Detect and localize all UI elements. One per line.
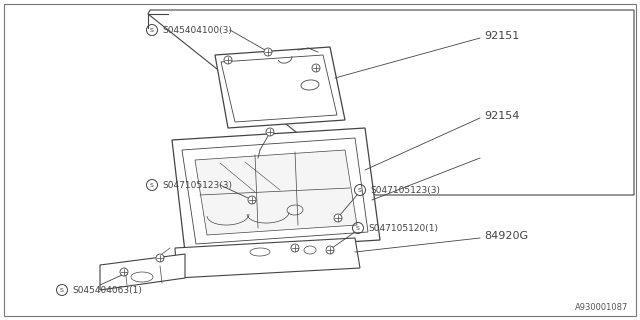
Text: S045404063(1): S045404063(1) [72,285,142,294]
Text: S047105123(3): S047105123(3) [370,186,440,195]
Text: S047105120(1): S047105120(1) [368,223,438,233]
Text: S: S [150,182,154,188]
Polygon shape [148,10,634,195]
Polygon shape [172,128,380,252]
Text: S: S [356,226,360,230]
Text: S047105123(3): S047105123(3) [162,180,232,189]
Text: S: S [150,28,154,33]
Polygon shape [215,47,345,128]
Circle shape [334,214,342,222]
Polygon shape [100,254,185,290]
Text: S: S [358,188,362,193]
Text: 84920G: 84920G [484,231,528,241]
Circle shape [156,254,164,262]
Text: S045404100(3): S045404100(3) [162,26,232,35]
Circle shape [264,48,272,56]
Circle shape [266,128,274,136]
Text: 92151: 92151 [484,31,519,41]
Text: 92154: 92154 [484,111,520,121]
Polygon shape [175,238,360,278]
Circle shape [312,64,320,72]
Circle shape [224,56,232,64]
Text: S: S [60,287,64,292]
Polygon shape [195,150,357,235]
Circle shape [326,246,334,254]
Circle shape [248,196,256,204]
Circle shape [291,244,299,252]
Circle shape [120,268,128,276]
Text: A930001087: A930001087 [575,303,628,312]
